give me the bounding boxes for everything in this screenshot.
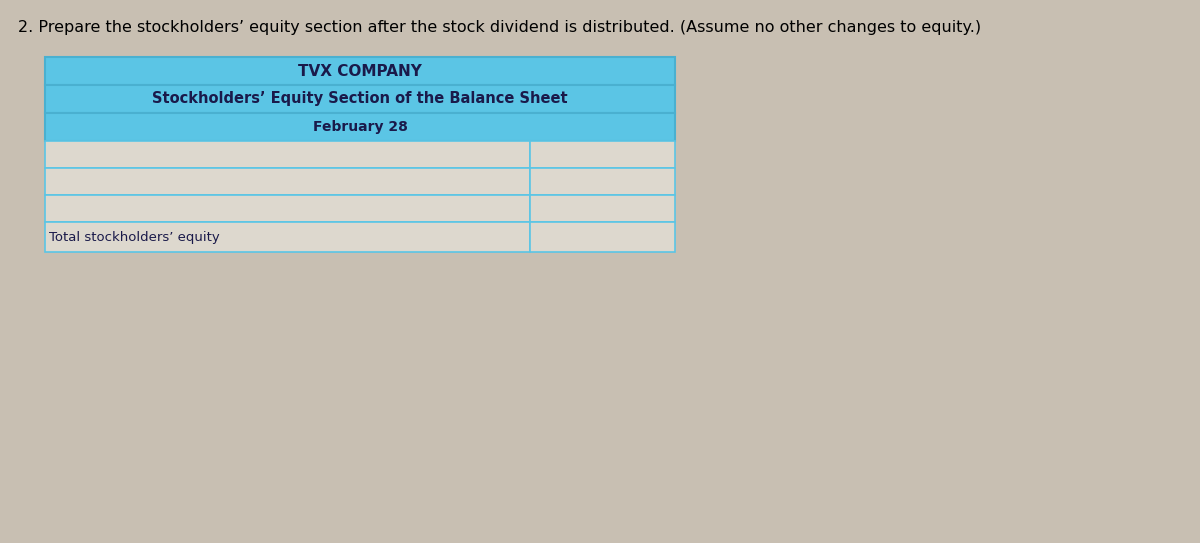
Bar: [46, 85, 674, 113]
Bar: [46, 141, 530, 168]
Bar: [46, 195, 530, 222]
Bar: [530, 195, 674, 222]
Text: Total stockholders’ equity: Total stockholders’ equity: [49, 230, 220, 243]
Bar: [530, 168, 674, 195]
Text: February 28: February 28: [312, 120, 408, 134]
Bar: [46, 222, 530, 252]
Text: TVX COMPANY: TVX COMPANY: [298, 64, 422, 79]
Text: Stockholders’ Equity Section of the Balance Sheet: Stockholders’ Equity Section of the Bala…: [152, 92, 568, 106]
Bar: [530, 222, 674, 252]
Bar: [46, 113, 674, 141]
Bar: [46, 168, 530, 195]
Text: 2. Prepare the stockholders’ equity section after the stock dividend is distribu: 2. Prepare the stockholders’ equity sect…: [18, 20, 982, 35]
Bar: [46, 57, 674, 85]
Bar: [530, 141, 674, 168]
